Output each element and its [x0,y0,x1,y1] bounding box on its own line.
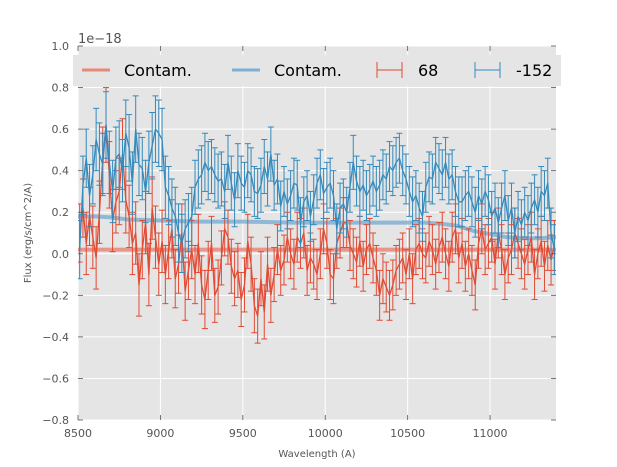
legend-label: Contam. [124,61,192,80]
legend-item: 68 [376,61,438,80]
data-line [79,124,555,317]
legend-label: -152 [516,61,552,80]
x-tick-label: 10000 [308,427,343,440]
y-tick-label: −0.4 [42,331,69,344]
y-tick-label: −0.2 [42,289,69,302]
x-tick-labels: 8500 9000 9500 10000 10500 11000 [64,427,508,440]
y-tick-label: 0.8 [52,82,70,95]
legend-label: 68 [418,61,438,80]
y-tick-label: −0.8 [42,414,69,427]
y-tick-label: 0.6 [52,123,70,136]
y-tick-label: 1.0 [52,40,70,53]
y-offset-label: 1e−18 [78,32,122,47]
axis-ticks [77,45,556,421]
legend: Contam. Contam. 68 -152 [73,55,561,86]
legend-item: -152 [474,61,552,80]
y-tick-label: −0.6 [42,372,69,385]
contamination-line [78,214,556,241]
x-tick-label: 8500 [64,427,92,440]
y-tick-label: 0.0 [52,248,70,261]
x-tick-label: 11000 [473,427,508,440]
series-minus-152 [78,91,556,280]
y-tick-label: 0.2 [52,206,70,219]
legend-item: Contam. [82,61,192,80]
x-tick-label: 9500 [229,427,257,440]
legend-item: Contam. [232,61,342,80]
x-axis-label: Wavelength (A) [278,449,355,460]
x-tick-label: 9000 [146,427,174,440]
legend-label: Contam. [274,61,342,80]
y-tick-labels: −0.8 −0.6 −0.4 −0.2 0.0 0.2 0.4 0.6 0.8 1.0 [42,40,69,427]
x-tick-label: 10500 [390,427,425,440]
data-line [78,124,555,250]
y-axis-label: Flux (erg/s/cm^2/A) [23,183,34,283]
y-tick-label: 0.4 [52,165,70,178]
